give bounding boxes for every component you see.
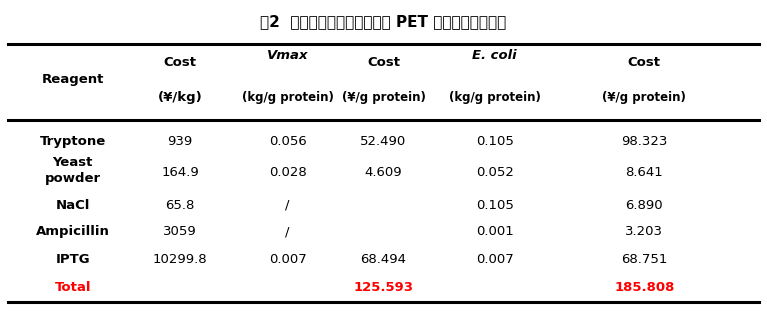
Text: 3059: 3059 bbox=[163, 225, 197, 238]
Text: (kg/g protein): (kg/g protein) bbox=[242, 91, 334, 104]
Text: (¥/g protein): (¥/g protein) bbox=[602, 91, 686, 104]
Text: (kg/g protein): (kg/g protein) bbox=[449, 91, 541, 104]
Text: Cost: Cost bbox=[627, 56, 661, 69]
Text: Reagent: Reagent bbox=[41, 73, 104, 86]
Text: 3.203: 3.203 bbox=[625, 225, 663, 238]
Text: Total: Total bbox=[54, 281, 91, 294]
Text: IPTG: IPTG bbox=[55, 253, 91, 266]
Text: Vmax: Vmax bbox=[267, 49, 308, 63]
Text: 125.593: 125.593 bbox=[354, 281, 413, 294]
Text: 0.056: 0.056 bbox=[268, 135, 307, 148]
Text: 185.808: 185.808 bbox=[614, 281, 674, 294]
Text: 0.007: 0.007 bbox=[476, 253, 514, 266]
Text: 939: 939 bbox=[168, 135, 193, 148]
Text: 68.751: 68.751 bbox=[621, 253, 667, 266]
Text: 10299.8: 10299.8 bbox=[153, 253, 208, 266]
Text: Cost: Cost bbox=[367, 56, 400, 69]
Text: Cost: Cost bbox=[163, 56, 197, 69]
Text: 8.641: 8.641 bbox=[625, 166, 663, 179]
Text: Ampicillin: Ampicillin bbox=[36, 225, 110, 238]
Text: 164.9: 164.9 bbox=[161, 166, 199, 179]
Text: 0.007: 0.007 bbox=[268, 253, 307, 266]
Text: 4.609: 4.609 bbox=[364, 166, 403, 179]
Text: 0.105: 0.105 bbox=[476, 135, 514, 148]
Text: 0.052: 0.052 bbox=[476, 166, 514, 179]
Text: 0.001: 0.001 bbox=[476, 225, 514, 238]
Text: 0.105: 0.105 bbox=[476, 199, 514, 212]
Text: E. coli: E. coli bbox=[472, 49, 517, 63]
Text: /: / bbox=[285, 225, 290, 238]
Text: (¥/kg): (¥/kg) bbox=[158, 91, 202, 104]
Text: 表2  需钠弧菌和大肠杆菌表达 PET 水解酶的成本对比: 表2 需钠弧菌和大肠杆菌表达 PET 水解酶的成本对比 bbox=[260, 14, 507, 29]
Text: 98.323: 98.323 bbox=[621, 135, 667, 148]
Text: 0.028: 0.028 bbox=[268, 166, 307, 179]
Text: Yeast: Yeast bbox=[53, 156, 93, 169]
Text: NaCl: NaCl bbox=[56, 199, 90, 212]
Text: 6.890: 6.890 bbox=[625, 199, 663, 212]
Text: 52.490: 52.490 bbox=[360, 135, 407, 148]
Text: powder: powder bbox=[44, 172, 101, 185]
Text: (¥/g protein): (¥/g protein) bbox=[341, 91, 426, 104]
Text: 68.494: 68.494 bbox=[360, 253, 407, 266]
Text: Tryptone: Tryptone bbox=[40, 135, 106, 148]
Text: 65.8: 65.8 bbox=[166, 199, 195, 212]
Text: /: / bbox=[285, 199, 290, 212]
